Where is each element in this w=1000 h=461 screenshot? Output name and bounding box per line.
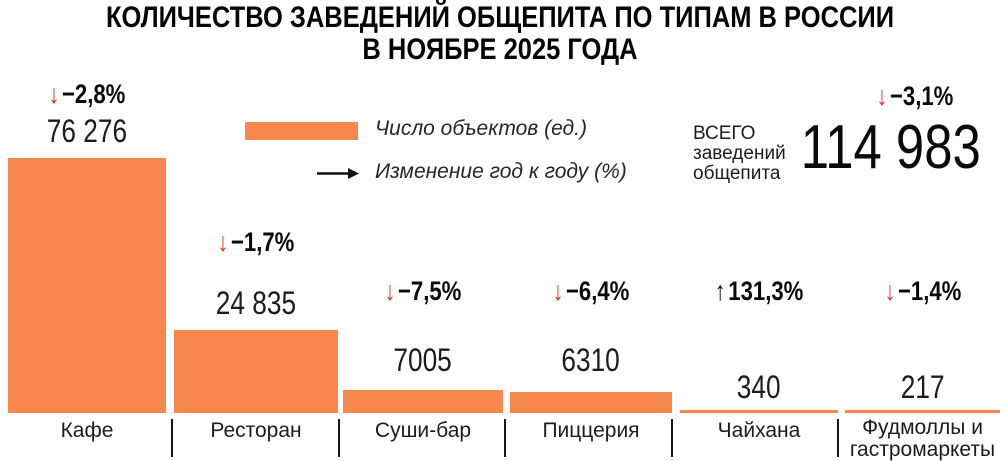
bar-sushi-bar [343,390,503,413]
total-down-arrow-icon: ↓ [876,81,888,111]
category-label-pizzeria: Пиццерия [542,419,640,442]
bar-restoran [174,330,338,413]
total-change: ↓−3,1% [845,82,985,110]
change-label-pizzeria: ↓−6,4% [552,276,630,306]
value-label-cafe: 76 276 [46,113,128,149]
value-label-pizzeria: 6310 [561,342,621,378]
category-divider [338,419,340,457]
legend-bar-label: Число объектов (ед.) [375,117,587,140]
category-label-restoran: Ресторан [210,419,302,442]
change-label-sushi-bar: ↓−7,5% [384,276,462,306]
change-label-cafe: ↓−2,8% [48,79,126,109]
down-arrow-icon: ↓ [384,276,396,306]
category-divider [504,419,506,457]
change-label-foodmalls: ↓−1,4% [884,276,961,306]
down-arrow-icon: ↓ [552,276,564,306]
total-label-line1: ВСЕГО [693,123,756,144]
total-label-line2: заведений [693,143,786,164]
category-label-chaikhana: Чайхана [717,419,801,442]
down-arrow-icon: ↓ [217,227,229,257]
legend-bar-swatch [245,122,358,140]
category-label-foodmalls: Фудмоллы и гастромаркеты [849,416,996,461]
total-change-label: −3,1% [890,81,954,111]
value-label-restoran: 24 835 [215,285,297,321]
category-label-sushi-bar: Суши-бар [374,419,472,442]
chart-title: КОЛИЧЕСТВО ЗАВЕДЕНИЙ ОБЩЕПИТА ПО ТИПАМ В… [75,2,925,66]
value-label-chaikhana: 340 [737,369,781,405]
legend-yoy-label: Изменение год к году (%) [375,160,627,183]
value-label-foodmalls: 217 [900,369,945,405]
bar-foodmalls [845,410,1000,413]
total-label-line3: общепита [693,163,781,184]
down-arrow-icon: ↓ [48,79,60,109]
total-value: 114 983 [800,113,981,182]
change-label-chaikhana: ↑131,3% [714,276,804,306]
down-arrow-icon: ↓ [884,276,896,306]
category-divider [671,419,673,457]
category-label-cafe: Кафе [60,419,114,442]
bar-cafe [8,158,166,413]
chart-title-line1: КОЛИЧЕСТВО ЗАВЕДЕНИЙ ОБЩЕПИТА ПО ТИПАМ В… [105,1,895,34]
total-label: ВСЕГО заведений общепита [693,124,786,184]
category-divider [171,419,173,457]
category-divider [837,419,839,457]
up-arrow-icon: ↑ [714,276,726,306]
chart-title-line2: В НОЯБРЕ 2025 ГОДА [362,32,638,66]
change-label-restoran: ↓−1,7% [217,227,295,257]
bar-chaikhana [680,410,838,413]
yoy-arrow-icon [317,168,359,179]
bar-pizzeria [510,392,672,413]
value-label-sushi-bar: 7005 [393,342,453,378]
